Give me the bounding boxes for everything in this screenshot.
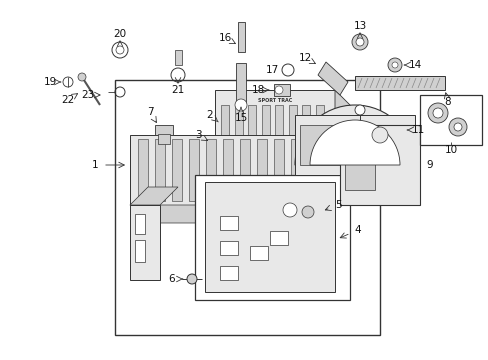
Bar bbox=[220, 216, 238, 230]
Wedge shape bbox=[309, 120, 399, 165]
Circle shape bbox=[186, 274, 197, 284]
Bar bbox=[354, 76, 444, 90]
Bar bbox=[189, 139, 199, 201]
Bar bbox=[221, 105, 228, 143]
Text: 21: 21 bbox=[171, 85, 184, 95]
Text: 13: 13 bbox=[353, 21, 366, 31]
Bar bbox=[220, 241, 238, 255]
Bar bbox=[274, 105, 283, 143]
Circle shape bbox=[387, 58, 401, 72]
Text: 11: 11 bbox=[410, 125, 424, 135]
Text: 14: 14 bbox=[407, 60, 421, 70]
Text: 1: 1 bbox=[92, 160, 98, 170]
Circle shape bbox=[453, 123, 461, 131]
Bar bbox=[236, 63, 245, 105]
Text: 10: 10 bbox=[444, 145, 457, 155]
Polygon shape bbox=[317, 62, 347, 95]
Text: 19: 19 bbox=[43, 77, 57, 87]
Bar bbox=[302, 105, 309, 143]
Text: 22: 22 bbox=[61, 95, 75, 105]
Circle shape bbox=[427, 103, 447, 123]
Bar bbox=[172, 139, 182, 201]
Bar bbox=[290, 139, 301, 201]
Text: 3: 3 bbox=[194, 130, 201, 140]
Text: 18: 18 bbox=[251, 85, 264, 95]
Bar bbox=[205, 139, 216, 201]
Circle shape bbox=[283, 203, 296, 217]
Bar bbox=[175, 50, 182, 65]
Bar bbox=[339, 125, 419, 205]
Bar bbox=[115, 80, 379, 335]
Bar bbox=[257, 139, 266, 201]
Circle shape bbox=[235, 99, 246, 111]
Bar bbox=[234, 105, 242, 143]
Polygon shape bbox=[334, 90, 354, 175]
Text: 17: 17 bbox=[265, 65, 278, 75]
Text: SPORT TRAC: SPORT TRAC bbox=[257, 98, 291, 103]
Bar bbox=[419, 95, 481, 145]
Circle shape bbox=[371, 127, 387, 143]
Polygon shape bbox=[215, 155, 354, 175]
Bar bbox=[130, 135, 319, 205]
Text: 12: 12 bbox=[298, 53, 311, 63]
Circle shape bbox=[391, 62, 397, 68]
Circle shape bbox=[432, 108, 442, 118]
Circle shape bbox=[448, 118, 466, 136]
Circle shape bbox=[302, 206, 313, 218]
Bar bbox=[249, 246, 267, 260]
Circle shape bbox=[351, 34, 367, 50]
Bar bbox=[273, 84, 289, 96]
Bar bbox=[240, 139, 249, 201]
Polygon shape bbox=[130, 187, 178, 205]
Polygon shape bbox=[319, 135, 337, 223]
Text: 4: 4 bbox=[354, 225, 361, 235]
Bar bbox=[273, 139, 284, 201]
Bar bbox=[261, 105, 269, 143]
Bar bbox=[220, 266, 238, 280]
Bar bbox=[299, 125, 345, 165]
Text: 20: 20 bbox=[113, 29, 126, 39]
Text: 6: 6 bbox=[168, 274, 175, 284]
Wedge shape bbox=[294, 105, 414, 165]
Bar bbox=[138, 139, 148, 201]
Text: 8: 8 bbox=[444, 97, 450, 107]
Circle shape bbox=[355, 38, 363, 46]
Bar bbox=[135, 240, 145, 262]
Text: 5: 5 bbox=[334, 200, 341, 210]
Text: 7: 7 bbox=[146, 107, 153, 117]
Bar bbox=[223, 139, 232, 201]
Text: 2: 2 bbox=[206, 110, 213, 120]
Bar bbox=[135, 214, 145, 234]
Bar bbox=[155, 125, 173, 135]
Circle shape bbox=[274, 86, 283, 94]
Circle shape bbox=[78, 73, 86, 81]
Bar bbox=[155, 139, 164, 201]
Bar bbox=[215, 90, 334, 155]
Bar bbox=[158, 134, 170, 144]
Bar bbox=[288, 105, 296, 143]
Bar bbox=[345, 145, 374, 190]
Text: 15: 15 bbox=[234, 113, 247, 123]
Text: 9: 9 bbox=[426, 160, 432, 170]
Circle shape bbox=[354, 105, 364, 115]
Bar bbox=[315, 105, 323, 143]
Bar bbox=[269, 231, 287, 245]
Bar bbox=[238, 22, 244, 52]
Polygon shape bbox=[130, 205, 337, 223]
Bar bbox=[130, 205, 160, 280]
Bar bbox=[247, 105, 256, 143]
Text: 23: 23 bbox=[81, 90, 95, 100]
Bar bbox=[204, 182, 334, 292]
Text: 16: 16 bbox=[218, 33, 231, 43]
Bar bbox=[195, 175, 349, 300]
Bar bbox=[294, 115, 414, 175]
